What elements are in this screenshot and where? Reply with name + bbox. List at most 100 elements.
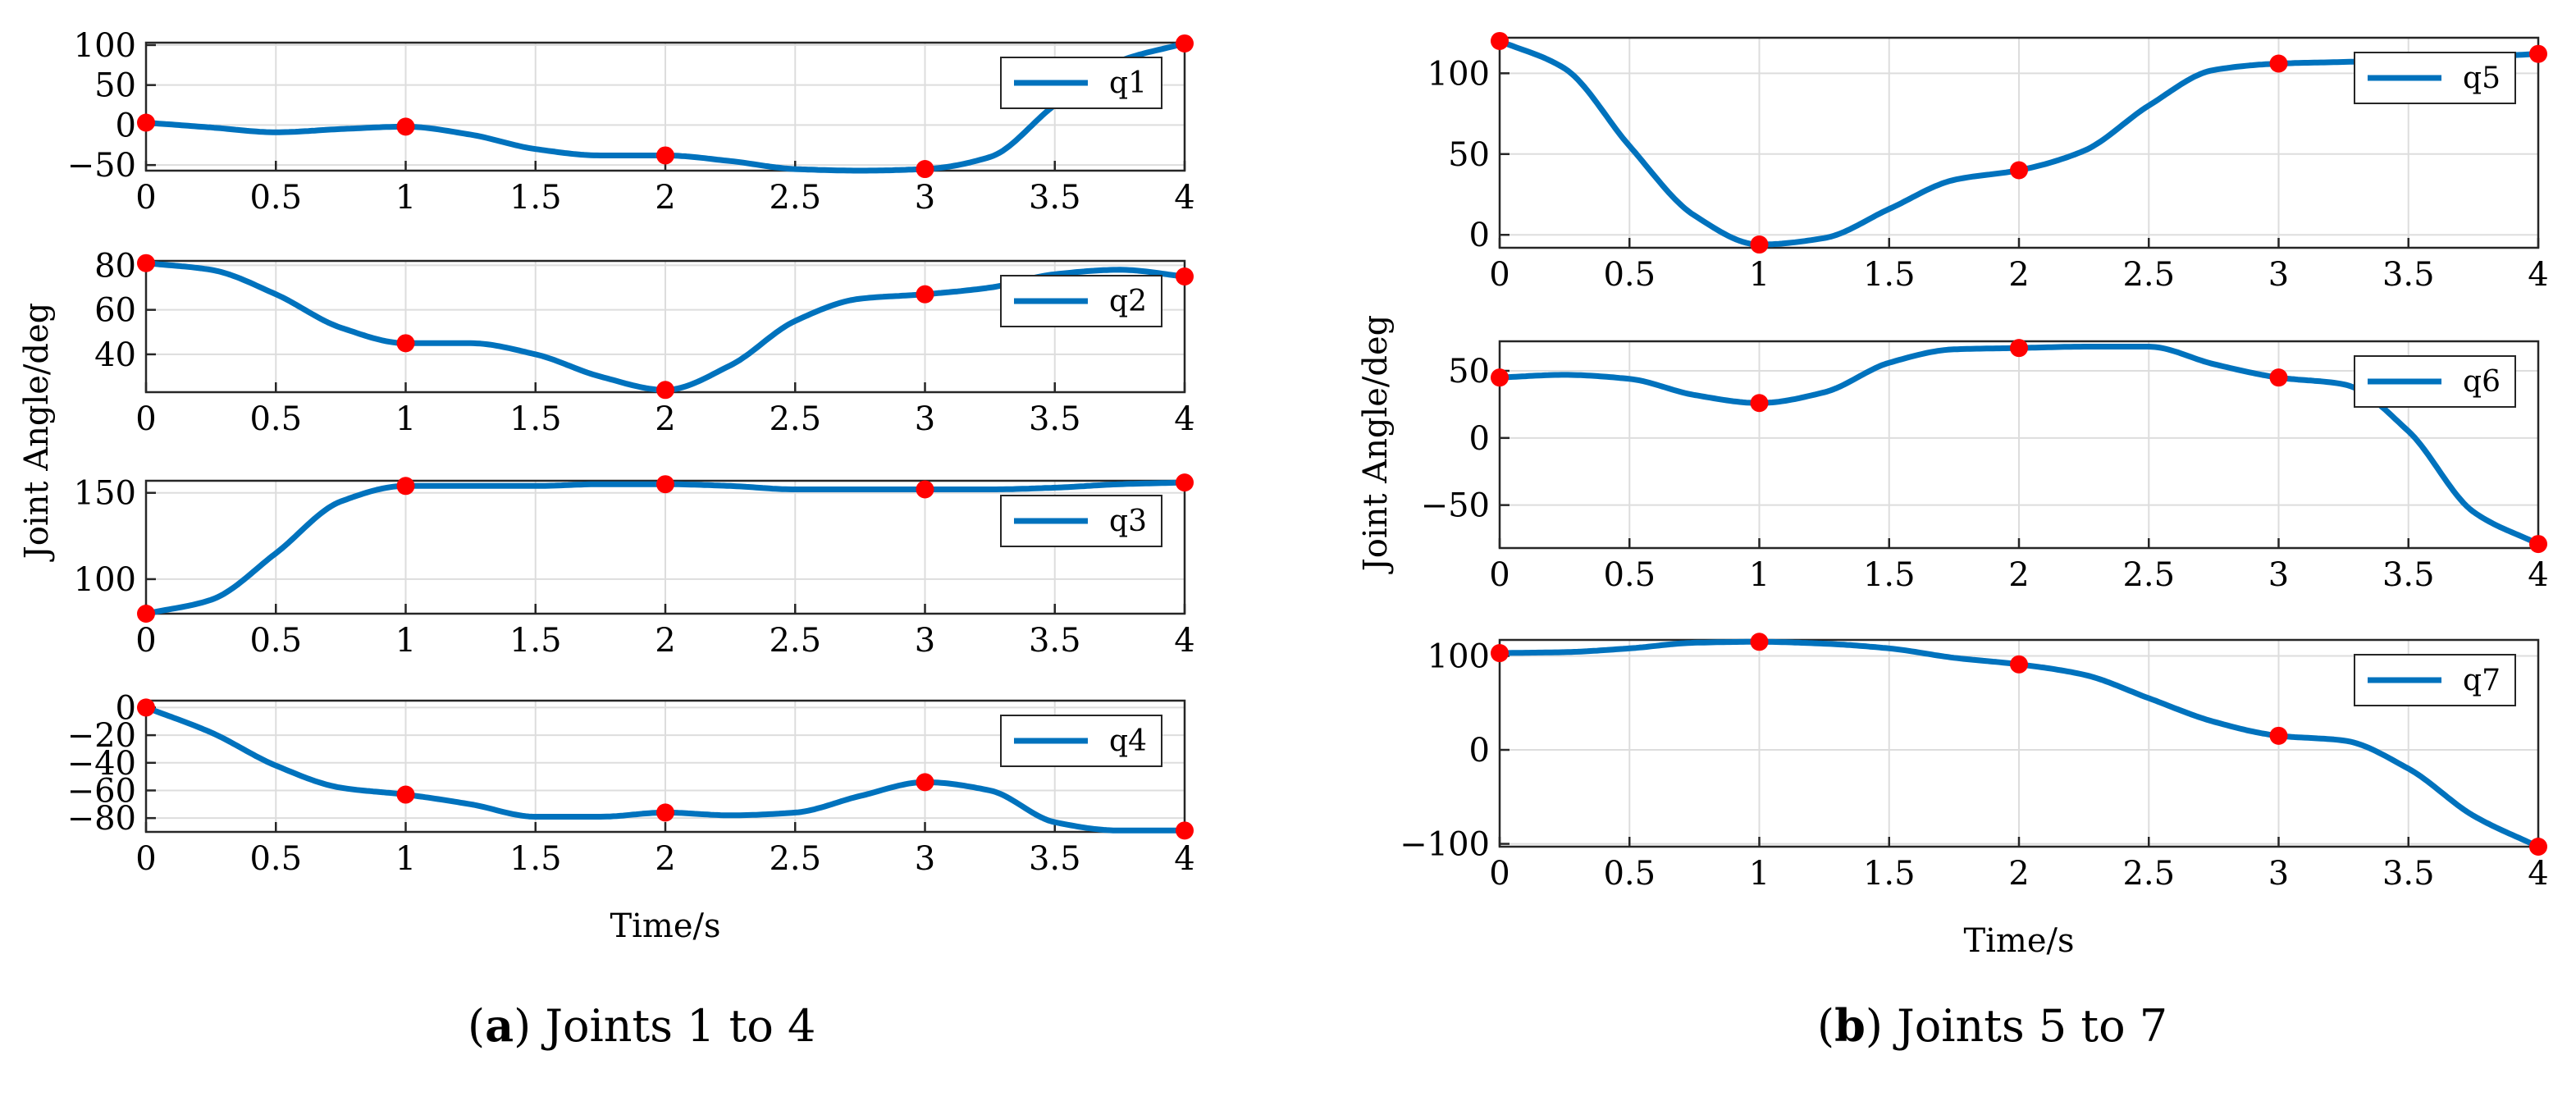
x-tick-label: 2 [2008,855,2029,893]
legend-label: q2 [1109,285,1147,318]
y-tick-label: 50 [1448,136,1490,174]
legend-label: q5 [2463,62,2501,95]
x-tick-label: 3.5 [1029,400,1081,438]
y-tick-label: −40 [67,745,136,783]
legend-label: q7 [2463,664,2501,697]
x-tick-label: 1 [395,179,416,217]
y-tick-label: 0 [1469,217,1490,254]
x-tick-label: 4 [1174,179,1194,217]
waypoint-marker [1491,31,1509,50]
waypoint-marker [656,803,674,822]
x-tick-label: 3.5 [2382,556,2435,594]
waypoint-marker [2010,161,2028,180]
y-tick-label: 40 [94,336,136,374]
waypoint-marker [396,477,415,496]
y-axis-label: Joint Angle/deg [18,303,56,563]
waypoint-marker [1750,235,1769,254]
waypoint-marker [1750,633,1769,651]
waypoint-marker [2269,54,2288,73]
x-tick-label: 0.5 [1603,256,1656,294]
x-tick-label: 4 [2528,556,2548,594]
waypoint-marker [1491,368,1509,387]
y-tick-label: −50 [67,147,136,185]
waypoint-marker [396,785,415,804]
x-tick-label: 2.5 [769,400,821,438]
x-tick-label: 4 [1174,400,1194,438]
waypoint-marker [137,254,155,272]
waypoint-marker [656,146,674,165]
x-tick-label: 2 [655,840,675,878]
y-tick-label: −80 [67,800,136,838]
x-axis-label: Time/s [1963,922,2074,960]
waypoint-marker [396,117,415,136]
waypoint-marker [1176,267,1194,286]
y-tick-label: 0 [1469,732,1490,770]
waypoint-marker [656,475,674,494]
y-tick-label: 100 [74,27,136,65]
x-tick-label: 4 [2528,256,2548,294]
y-tick-label: 100 [1427,55,1490,93]
x-tick-label: 1.5 [1863,256,1916,294]
x-tick-label: 1.5 [509,622,562,660]
waypoint-marker [1176,34,1194,53]
waypoint-marker [1750,394,1769,413]
x-tick-label: 3.5 [2382,256,2435,294]
x-tick-label: 1.5 [509,179,562,217]
x-tick-label: 3 [2268,855,2289,893]
x-tick-label: 1.5 [1863,556,1916,594]
subplot-q2: 0 0.5 1 1.5 2 2.5 3 3.5 4 40 60 80 q2 [94,247,1195,438]
x-tick-label: 0 [135,400,156,438]
caption-b-tag: b [1834,999,1866,1052]
y-tick-label: −20 [67,717,136,755]
waypoint-marker [137,113,155,132]
subplot-q5: 0 0.5 1 1.5 2 2.5 3 3.5 4 0 50 100 q5 [1427,31,2549,294]
waypoint-marker [1176,473,1194,492]
x-tick-label: 0 [135,840,156,878]
waypoint-marker [137,698,155,717]
waypoint-marker [137,605,155,623]
x-tick-label: 1 [1749,855,1770,893]
x-tick-label: 0.5 [1603,855,1656,893]
waypoint-marker [2529,838,2547,856]
waypoint-marker [656,381,674,400]
caption-a-tag: a [485,999,514,1052]
x-tick-label: 0 [1489,855,1510,893]
x-tick-label: 0.5 [249,622,302,660]
x-tick-label: 2 [655,179,675,217]
y-tick-label: 50 [94,67,136,105]
y-tick-label: −100 [1400,826,1490,864]
waypoint-marker [2010,339,2028,358]
waypoint-marker [2529,535,2547,554]
waypoint-marker [2269,368,2288,387]
legend-label: q1 [1109,66,1147,100]
y-tick-label: 100 [74,561,136,599]
x-tick-label: 0 [1489,556,1510,594]
waypoint-marker [396,334,415,353]
x-tick-label: 1.5 [509,840,562,878]
caption-a: (a) Joints 1 to 4 [468,999,816,1052]
y-tick-label: 100 [1427,637,1490,675]
x-tick-label: 4 [2528,855,2548,893]
waypoint-marker [2529,44,2547,63]
x-tick-label: 3.5 [2382,855,2435,893]
x-tick-label: 3.5 [1029,622,1081,660]
waypoint-marker [1491,644,1509,663]
x-tick-label: 0 [135,179,156,217]
y-tick-label: 60 [94,292,136,330]
x-tick-label: 1.5 [1863,855,1916,893]
x-tick-label: 2 [655,622,675,660]
waypoint-marker [916,285,934,304]
y-tick-label: 0 [1469,420,1490,458]
waypoint-marker [2269,726,2288,745]
y-tick-label: 0 [116,689,136,727]
x-tick-label: 0.5 [249,840,302,878]
waypoint-marker [1176,821,1194,840]
x-tick-label: 1 [395,622,416,660]
x-tick-label: 3 [915,840,935,878]
y-tick-label: 50 [1448,353,1490,391]
legend-label: q6 [2463,365,2501,399]
x-tick-label: 3 [915,400,935,438]
